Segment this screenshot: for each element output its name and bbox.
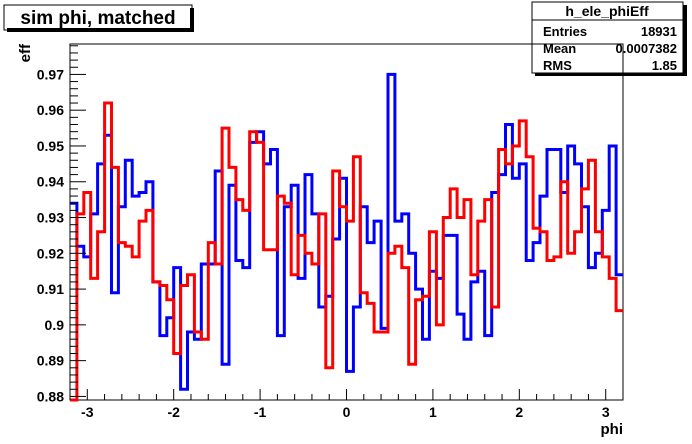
x-tick-label: 1: [429, 404, 437, 420]
title-box: sim phi, matched: [3, 4, 194, 32]
stats-rms-label: RMS: [543, 58, 572, 73]
x-tick-label: -3: [81, 404, 94, 420]
y-tick-label: 0.88: [37, 388, 64, 404]
stats-rms-value: 1.85: [652, 58, 677, 73]
series-line-1: [70, 72, 623, 391]
y-axis: 0.88 0.89 0.9 0.91 0.92 0.93 0.94 0.95 0.96 0.97: [37, 45, 86, 404]
chart-title: sim phi, matched: [20, 8, 175, 29]
x-axis: -3 -2 -1 0 1 2 3: [69, 389, 624, 420]
x-tick-label: 0: [343, 404, 351, 420]
y-axis-label: eff: [17, 43, 34, 62]
y-tick-label: 0.89: [37, 353, 64, 369]
x-tick-label: -2: [167, 404, 180, 420]
series-layer: [70, 72, 623, 402]
y-tick-label: 0.97: [37, 66, 64, 82]
stats-entries-label: Entries: [543, 24, 587, 39]
y-tick-label: 0.92: [37, 245, 64, 261]
y-tick-label: 0.9: [45, 317, 65, 333]
x-tick-label: 3: [602, 404, 610, 420]
stats-entries-value: 18931: [641, 24, 677, 39]
x-tick-label: 2: [515, 404, 523, 420]
x-axis-label: phi: [601, 421, 624, 438]
stats-mean-value: 0.0007382: [616, 41, 677, 56]
stats-mean-label: Mean: [543, 41, 576, 56]
y-tick-label: 0.95: [37, 138, 64, 154]
y-tick-label: 0.93: [37, 210, 64, 226]
stats-box: h_ele_phiEff Entries 18931 Mean 0.000738…: [531, 1, 687, 76]
x-tick-label: -1: [254, 404, 267, 420]
y-tick-label: 0.94: [37, 174, 64, 190]
y-tick-label: 0.96: [37, 102, 64, 118]
series-line-2: [70, 101, 623, 402]
stats-name: h_ele_phiEff: [565, 3, 649, 19]
y-tick-label: 0.91: [37, 281, 64, 297]
